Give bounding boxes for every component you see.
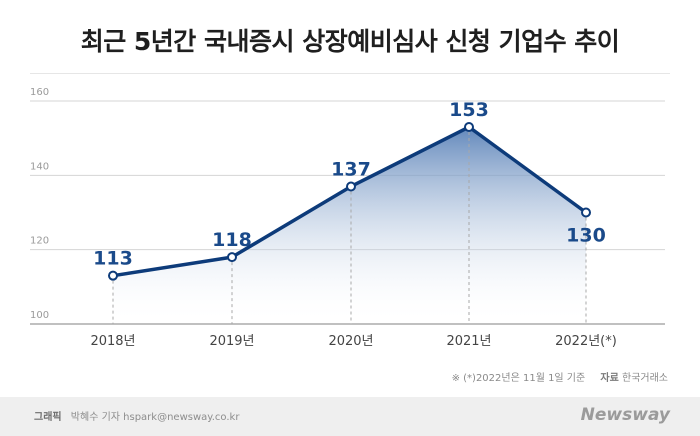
x-tick-label: 2020년 (328, 334, 373, 349)
chart-title: 최근 5년간 국내증시 상장예비심사 신청 기업수 추이 (80, 27, 620, 56)
data-point-2021년 (464, 122, 474, 133)
x-tick-label: 2022년(*) (555, 334, 617, 349)
footnote-text: ※ (*)2022년은 11월 1일 기준 (451, 373, 586, 384)
brand-logo: Newsway (580, 405, 670, 425)
y-tick-label: 160 (30, 87, 49, 98)
data-point-2020년 (346, 181, 356, 192)
data-point-2022년(*) (581, 207, 591, 218)
y-tick-label: 100 (30, 310, 49, 321)
data-label: 118 (212, 229, 252, 251)
credit-label: 그래픽 (34, 412, 62, 423)
data-point-2018년 (108, 270, 118, 281)
data-label: 153 (449, 99, 489, 121)
y-tick-label: 120 (30, 236, 49, 247)
source-label: 자료 (600, 373, 619, 384)
data-label: 113 (93, 248, 133, 270)
data-point-2019년 (227, 252, 237, 263)
footnote: ※ (*)2022년은 11월 1일 기준 자료 한국거래소 (452, 369, 668, 384)
credit-text: 박혜수 기자 hspark@newsway.co.kr (70, 412, 240, 423)
footer-bar: 그래픽 박혜수 기자 hspark@newsway.co.kr Newsway (0, 397, 700, 436)
x-tick-label: 2019년 (209, 334, 254, 349)
data-label: 137 (331, 158, 371, 180)
x-tick-label: 2021년 (446, 334, 491, 349)
x-tick-label: 2018년 (90, 334, 135, 349)
area-fill (113, 127, 586, 325)
data-label: 130 (566, 225, 606, 247)
title-divider (30, 73, 670, 74)
y-tick-label: 140 (30, 161, 49, 172)
credit: 그래픽 박혜수 기자 hspark@newsway.co.kr (34, 408, 239, 423)
source-name: 한국거래소 (622, 373, 668, 384)
